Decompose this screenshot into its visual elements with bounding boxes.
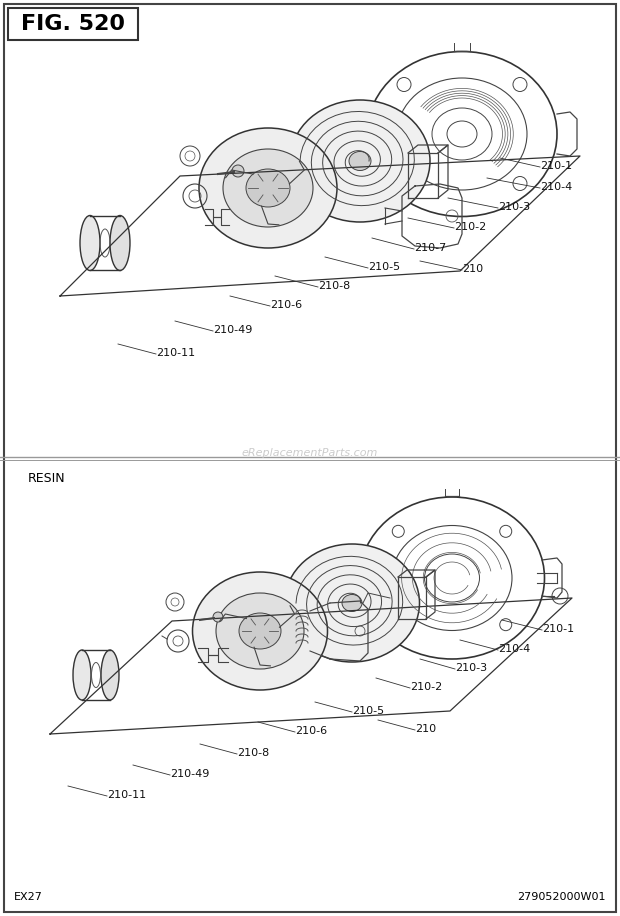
Ellipse shape (80, 215, 100, 270)
Text: 210-2: 210-2 (410, 682, 442, 692)
Text: 210: 210 (415, 724, 436, 734)
Ellipse shape (239, 613, 281, 649)
Ellipse shape (285, 544, 420, 662)
Text: 210-49: 210-49 (170, 769, 210, 779)
Ellipse shape (349, 151, 371, 170)
Text: 210-6: 210-6 (295, 726, 327, 736)
Text: 279052000W01: 279052000W01 (518, 892, 606, 902)
Text: 210-8: 210-8 (318, 281, 350, 291)
Ellipse shape (342, 594, 362, 612)
Ellipse shape (246, 169, 290, 207)
Ellipse shape (110, 215, 130, 270)
Text: 210-6: 210-6 (270, 300, 302, 310)
Ellipse shape (223, 149, 313, 227)
Text: 210-7: 210-7 (414, 243, 446, 253)
Ellipse shape (290, 100, 430, 222)
Circle shape (232, 165, 244, 177)
Text: 210-4: 210-4 (540, 182, 572, 192)
Text: 210-8: 210-8 (237, 748, 269, 758)
Text: eReplacementParts.com: eReplacementParts.com (242, 448, 378, 458)
Text: RESIN: RESIN (28, 472, 66, 485)
Ellipse shape (216, 593, 304, 669)
Text: 210-49: 210-49 (213, 325, 252, 335)
Text: FIG. 520: FIG. 520 (21, 14, 125, 34)
Text: EX27: EX27 (14, 892, 43, 902)
Ellipse shape (199, 128, 337, 248)
Text: 210-1: 210-1 (542, 624, 574, 634)
Text: 210-3: 210-3 (498, 202, 530, 212)
Text: 210-11: 210-11 (107, 790, 146, 800)
Text: 210-11: 210-11 (156, 348, 195, 358)
Text: 210-2: 210-2 (454, 222, 486, 232)
Text: 210-3: 210-3 (455, 663, 487, 673)
Text: 210-4: 210-4 (498, 644, 530, 654)
Bar (8, 8, 138, 40)
Text: 210-5: 210-5 (352, 706, 384, 716)
Text: 210-5: 210-5 (368, 262, 400, 272)
Ellipse shape (73, 650, 91, 700)
Circle shape (213, 612, 223, 622)
Ellipse shape (101, 650, 119, 700)
Ellipse shape (192, 572, 327, 690)
Text: 210-1: 210-1 (540, 161, 572, 171)
Text: 210: 210 (462, 264, 483, 274)
